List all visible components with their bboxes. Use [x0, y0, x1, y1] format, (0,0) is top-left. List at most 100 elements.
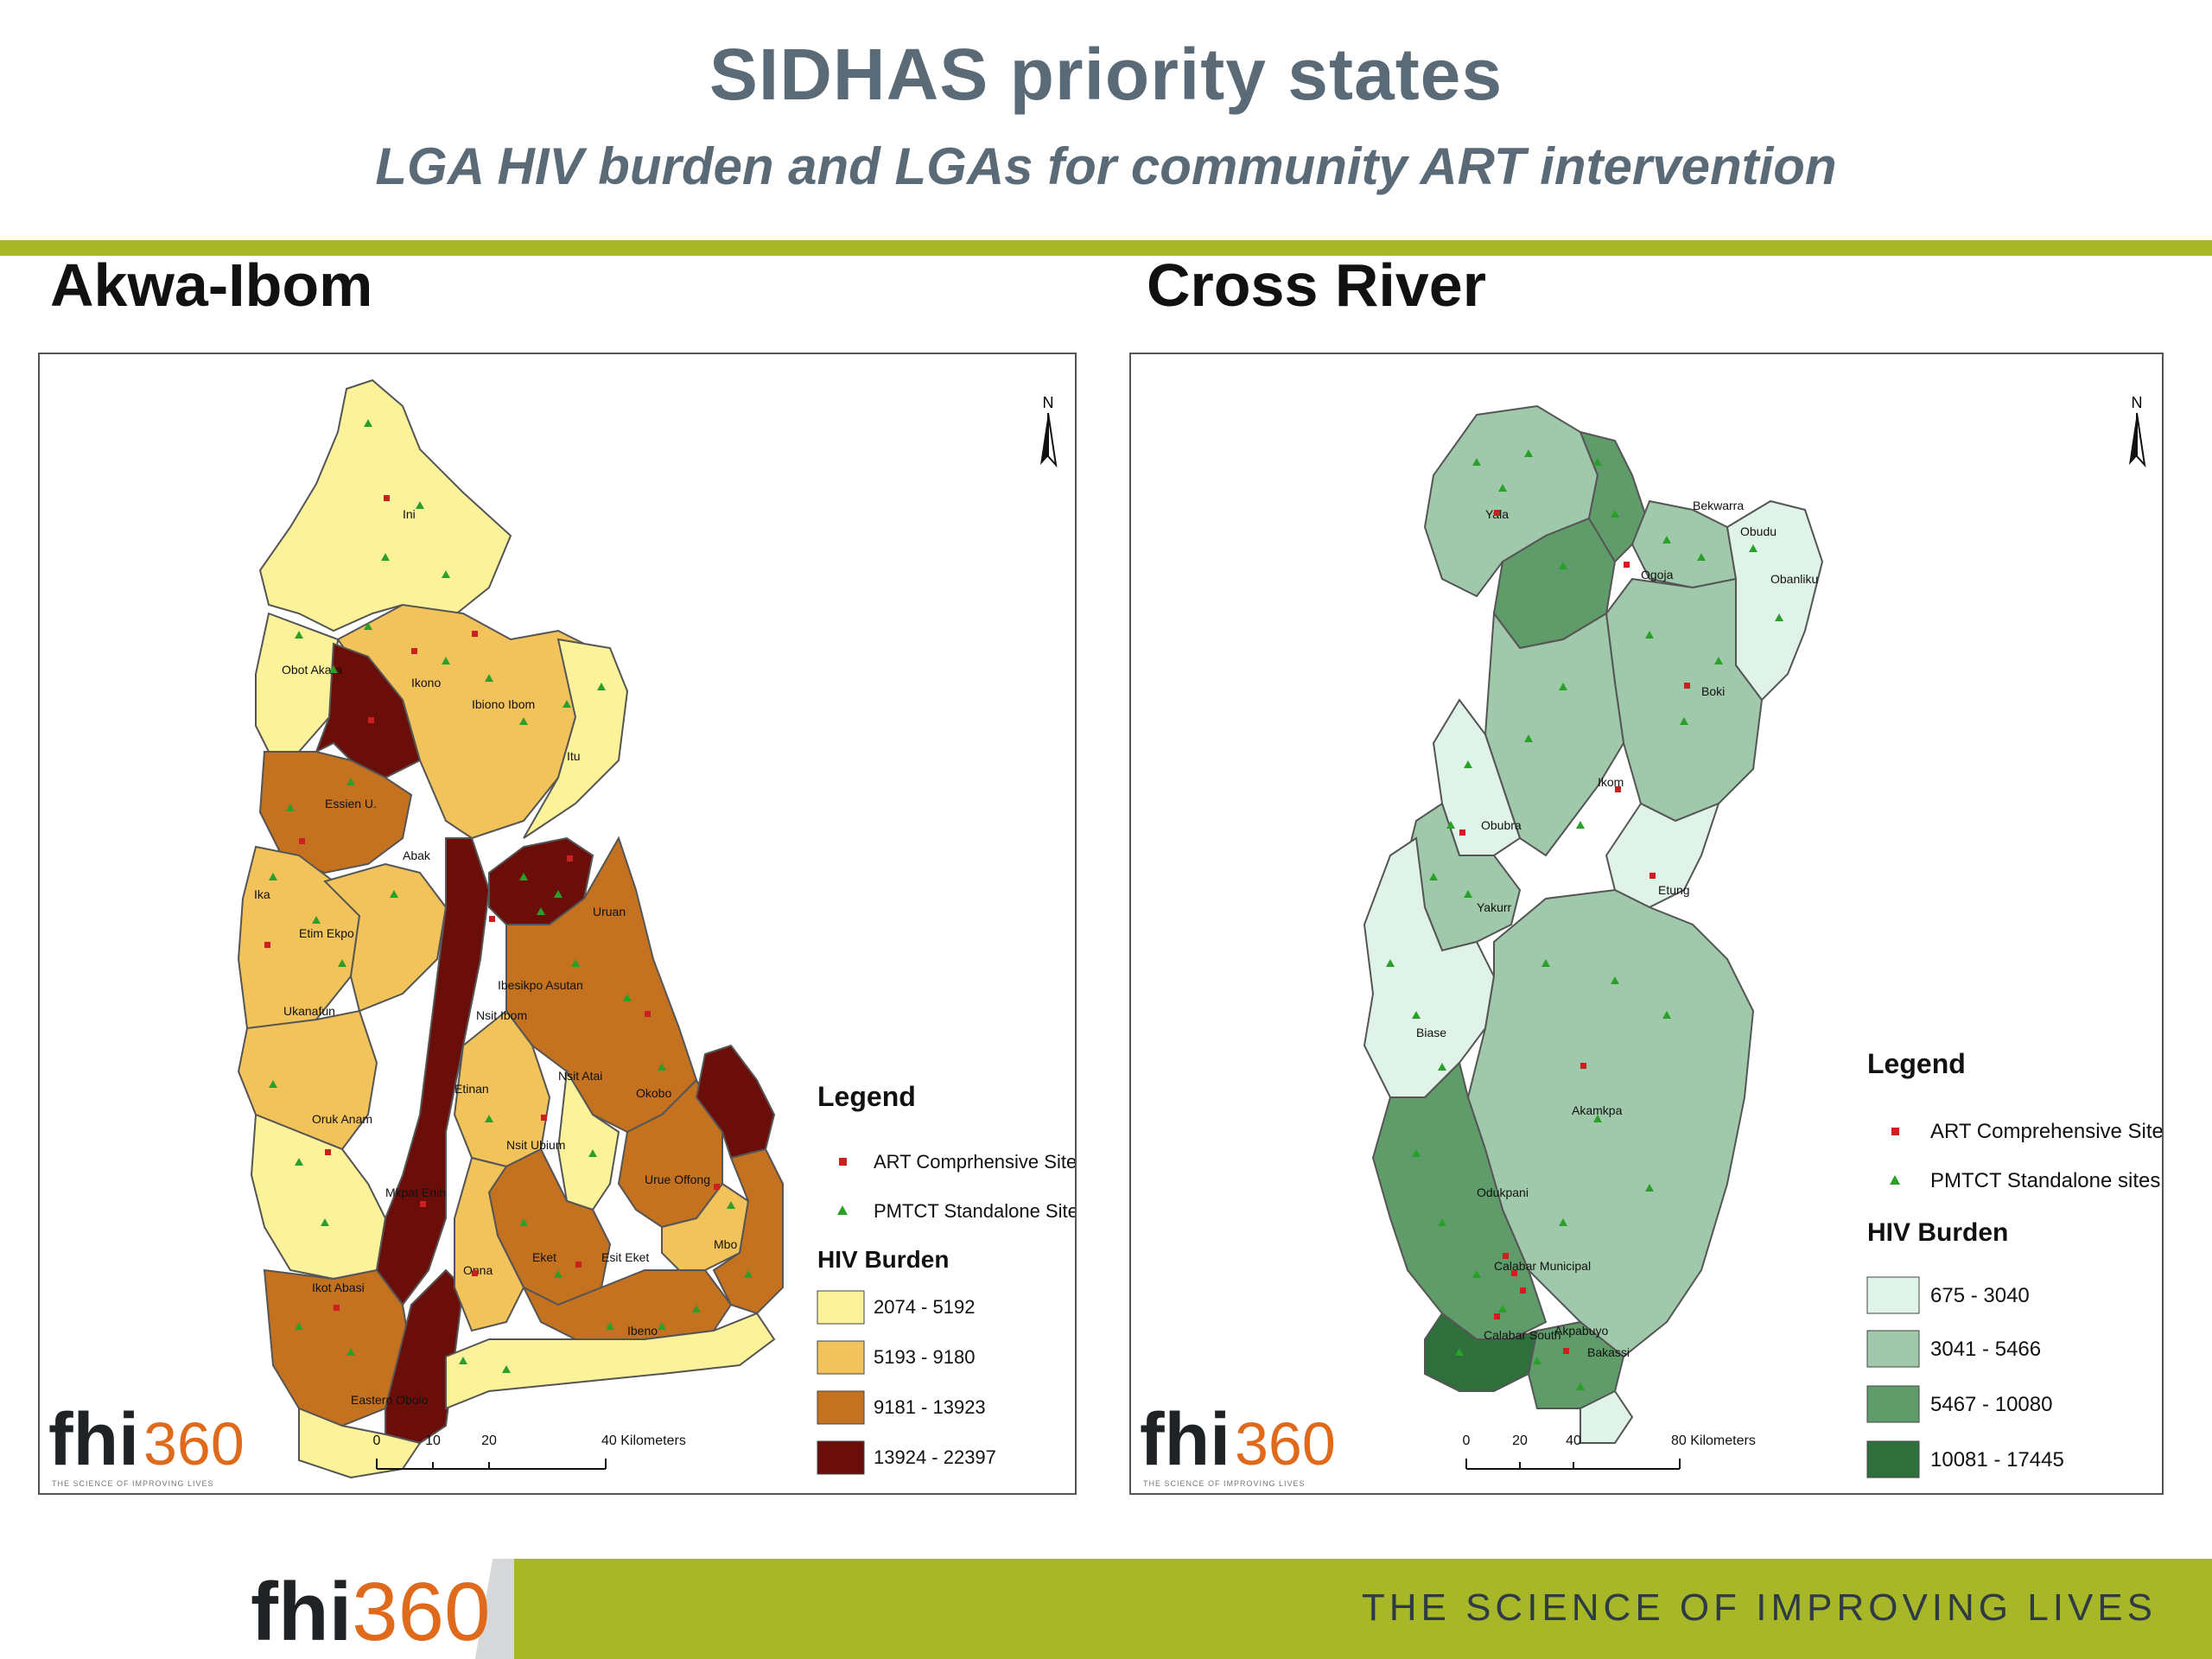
lga-label: Uruan — [593, 905, 626, 918]
lga-label: Bekwarra — [1693, 499, 1744, 512]
akwa-ibom-map: N — [48, 378, 1075, 1488]
legend-class-label: 3041 - 5466 — [1930, 1338, 2041, 1361]
lga-label: Etung — [1658, 883, 1690, 897]
lga-label: Eastern Obolo — [351, 1393, 429, 1407]
region-5193-9180 — [237, 1009, 378, 1151]
region-2074-5192 — [556, 1068, 620, 1211]
lga-label: Biase — [1416, 1026, 1446, 1039]
region-2074-5192 — [445, 1312, 776, 1410]
lga-label: Ikono — [411, 676, 441, 690]
legend-class-label: 2074 - 5192 — [874, 1296, 975, 1318]
lga-label: Abak — [403, 849, 431, 862]
lga-label: Essien U. — [325, 797, 377, 810]
accent-divider — [0, 240, 2212, 256]
lga-label: Obot Akara — [282, 663, 342, 677]
scale-tick-label: 20 — [1512, 1433, 1528, 1448]
north-arrow-icon: N — [1040, 394, 1058, 468]
region-675-3040 — [1605, 802, 1720, 909]
lga-label: Itu — [567, 749, 581, 763]
lga-label: Akamkpa — [1572, 1103, 1623, 1117]
lga-label: Etinan — [454, 1082, 489, 1096]
north-label: N — [2132, 394, 2143, 411]
pmtct-site-markers — [269, 419, 753, 1373]
footer-logo-360: 360 — [352, 1566, 491, 1658]
scale-tick-label: 0 — [373, 1433, 381, 1448]
legend-class-label: 5467 - 10080 — [1930, 1393, 2052, 1416]
region-2074-5192 — [298, 1407, 422, 1479]
lga-label: Nsit Ibom — [476, 1008, 527, 1022]
lga-label: Ogoja — [1641, 568, 1674, 582]
lga-label: Etim Ekpo — [299, 926, 354, 940]
scale-tick-label: 20 — [481, 1433, 497, 1448]
cross-river-title: Cross River — [1147, 251, 1486, 319]
lga-labels: Yala Bekwarra Ogoja Obudu Obanliku Boki … — [1416, 499, 1818, 1359]
lga-label: Nsit Atai — [558, 1069, 602, 1083]
lga-label: Nsit Ubium — [506, 1138, 565, 1152]
scale-tick-label: 40 Kilometers — [601, 1433, 686, 1448]
lga-label: Ini — [403, 507, 416, 521]
scale-tick-label: 40 — [1566, 1433, 1581, 1448]
scale-tick-label: 10 — [425, 1433, 441, 1448]
region-2074-5192 — [250, 1113, 387, 1281]
region-10081-17445 — [1424, 1312, 1539, 1392]
slide-subtitle: LGA HIV burden and LGAs for community AR… — [375, 137, 1837, 195]
lga-label: Onna — [463, 1263, 493, 1277]
lga-label: Ikom — [1598, 775, 1624, 789]
lga-label: Calabar Municipal — [1494, 1259, 1591, 1273]
legend-art-label: ART Comprehensive Sites — [1930, 1120, 2162, 1143]
scale-tick-label: 80 Kilometers — [1671, 1433, 1756, 1448]
logo-fhi: fhi — [48, 1398, 139, 1481]
lga-label: Oruk Anam — [312, 1112, 372, 1126]
fhi360-logo: fhi 360 THE SCIENCE OF IMPROVING LIVES — [1140, 1398, 1336, 1488]
footer-logo: fhi360 — [251, 1571, 490, 1654]
region-5193-9180 — [454, 1156, 525, 1332]
lga-label: Ibesikpo Asutan — [498, 978, 583, 992]
region-9181-13923 — [521, 1269, 733, 1340]
lga-label: Okobo — [636, 1086, 671, 1100]
scale-tick-label: 0 — [1463, 1433, 1471, 1448]
lga-labels: Ini Obot Akara Ikono Ibiono Ibom Itu Ess… — [254, 507, 737, 1407]
pmtct-marker-icon — [1890, 1175, 1900, 1185]
lga-label: Ika — [254, 887, 270, 901]
lga-label: Obubra — [1481, 818, 1522, 832]
legend-class-label: 5193 - 9180 — [874, 1346, 975, 1368]
legend-title: Legend — [1867, 1048, 1966, 1079]
logo-tagline: THE SCIENCE OF IMPROVING LIVES — [1143, 1479, 1306, 1488]
lga-label: Calabar South — [1484, 1328, 1561, 1342]
legend-class-label: 9181 - 13923 — [874, 1396, 986, 1418]
lga-label: Yakurr — [1477, 900, 1512, 914]
art-site-markers — [1459, 510, 1690, 1354]
region-5467-10080 — [1371, 1061, 1548, 1340]
legend-burden-title: HIV Burden — [1867, 1218, 2008, 1247]
lga-label: Odukpani — [1477, 1185, 1529, 1199]
logo-fhi: fhi — [1140, 1398, 1230, 1481]
pmtct-marker-icon — [837, 1205, 848, 1215]
lga-label: Boki — [1701, 684, 1725, 698]
legend-art-label: ART Comprhensive Sites — [874, 1151, 1075, 1173]
cross-river-legend: Legend ART Comprehensive Sites PMTCT Sta… — [1866, 1048, 2162, 1478]
legend-title: Legend — [817, 1081, 916, 1112]
lga-label: Eket — [532, 1250, 556, 1264]
logo-tagline: THE SCIENCE OF IMPROVING LIVES — [52, 1479, 214, 1488]
footer-left — [0, 1559, 514, 1659]
region-5193-9180 — [323, 862, 448, 1013]
akwa-ibom-title: Akwa-Ibom — [50, 251, 373, 319]
lga-label: Ibeno — [627, 1324, 658, 1338]
north-arrow-icon: N — [2129, 394, 2146, 468]
art-marker-icon — [1891, 1128, 1899, 1135]
region-2074-5192 — [258, 378, 512, 632]
lga-label: Obudu — [1740, 524, 1777, 538]
lga-label: Esit Eket — [601, 1250, 649, 1264]
region-675-3040 — [1580, 1389, 1634, 1444]
footer-tagline: THE SCIENCE OF IMPROVING LIVES — [1361, 1586, 2157, 1629]
footer-logo-fhi: fhi — [251, 1566, 353, 1658]
lga-label: Ikot Abasi — [312, 1281, 365, 1294]
region-675-3040 — [1363, 836, 1496, 1098]
logo-360: 360 — [143, 1410, 245, 1478]
legend-burden-title: HIV Burden — [817, 1246, 949, 1273]
lga-label: Bakassi — [1587, 1345, 1630, 1359]
slide-title: SIDHAS priority states — [709, 34, 1503, 115]
legend-pmtct-label: PMTCT Standalone Sites — [874, 1200, 1075, 1222]
region-13924-22397 — [385, 1268, 465, 1445]
north-label: N — [1043, 394, 1054, 411]
